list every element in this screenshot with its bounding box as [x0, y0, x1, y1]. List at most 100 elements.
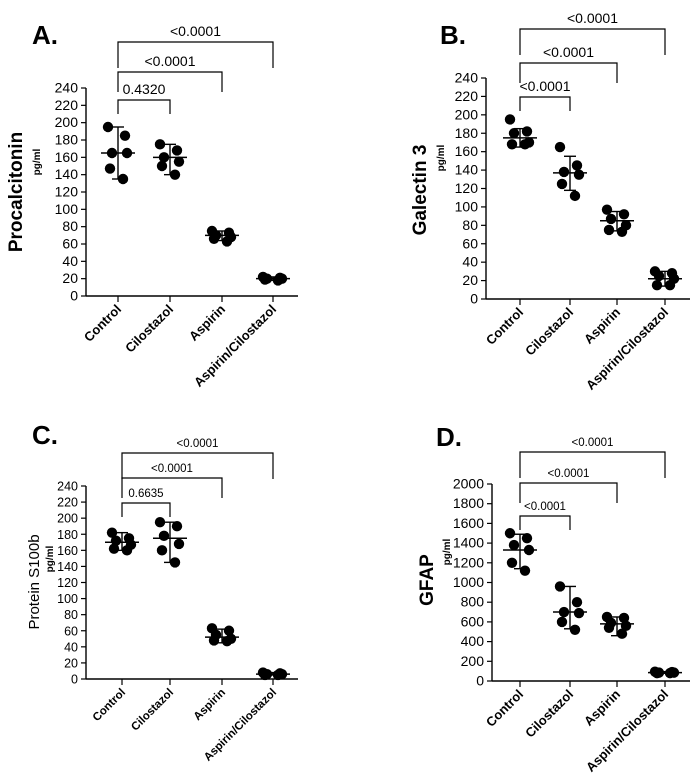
data-point: [154, 139, 166, 150]
data-point: [601, 204, 613, 215]
y-tick-label: 100: [455, 198, 479, 214]
data-point: [504, 114, 516, 125]
significance-bracket: [121, 477, 223, 498]
data-point: [102, 121, 114, 133]
x-tick-label: Aspirin: [192, 687, 229, 724]
data-point: [664, 279, 676, 291]
y-axis-title: Protein S100b: [26, 534, 43, 629]
significance-bracket: [519, 515, 571, 530]
y-tick-label: 1400: [453, 535, 484, 551]
data-point: [171, 145, 183, 156]
y-tick-label: 60: [64, 624, 78, 638]
y-axis-unit: pg/ml: [32, 148, 43, 175]
x-tick-label: Aspirin/Cilostazol: [583, 305, 671, 393]
data-point: [259, 274, 271, 285]
significance-bracket: [519, 62, 618, 83]
y-tick-label: 400: [461, 633, 485, 649]
y-tick-label: 120: [455, 180, 479, 196]
x-tick-label: Cilostazol: [122, 302, 176, 356]
data-point: [169, 169, 181, 180]
y-tick-label: 600: [461, 613, 485, 629]
y-tick-label: 40: [462, 254, 478, 270]
data-point: [569, 190, 581, 202]
y-tick-label: 160: [455, 143, 479, 159]
y-tick-label: 220: [57, 496, 78, 510]
data-point: [519, 139, 531, 150]
panel-label: A.: [32, 20, 58, 50]
data-point: [603, 622, 615, 634]
y-tick-label: 120: [57, 576, 78, 590]
data-point: [106, 527, 118, 538]
x-tick-label: Control: [91, 687, 128, 724]
data-point: [521, 532, 533, 544]
data-point: [156, 160, 168, 172]
y-tick-label: 80: [64, 608, 78, 622]
y-tick-label: 240: [455, 70, 479, 86]
y-tick-label: 0: [470, 291, 478, 307]
data-point: [154, 516, 166, 528]
data-point: [651, 279, 663, 291]
data-point: [506, 557, 518, 568]
data-point: [571, 160, 583, 171]
data-point: [618, 209, 630, 220]
p-value-label: <0.0001: [151, 463, 193, 475]
significance-bracket: [117, 71, 223, 92]
y-tick-label: 1800: [453, 495, 484, 511]
p-value-label: <0.0001: [543, 44, 594, 60]
data-point: [508, 539, 520, 551]
x-tick-label: Aspirin: [186, 301, 228, 343]
x-tick-label: Control: [81, 302, 124, 345]
y-tick-label: 140: [455, 162, 479, 178]
y-tick-label: 1600: [453, 515, 484, 531]
panel-label: C.: [32, 420, 58, 450]
y-tick-label: 180: [455, 125, 479, 141]
y-tick-label: 180: [57, 528, 78, 542]
y-tick-label: 0: [476, 673, 484, 689]
data-point: [554, 141, 566, 153]
data-point: [506, 139, 518, 150]
panel-c: C. Protein S100b pg/ml 0 20 40 60 80 100 120 140 16…: [26, 420, 298, 764]
data-point: [616, 226, 628, 237]
data-point: [221, 236, 233, 247]
y-tick-label: 0: [70, 288, 78, 304]
y-tick-label: 140: [55, 166, 79, 182]
y-tick-label: 40: [64, 640, 78, 654]
p-value-label: <0.0001: [170, 23, 221, 39]
y-axis-title: GFAP: [417, 554, 438, 606]
data-point: [573, 607, 585, 619]
significance-bracket: [519, 96, 571, 111]
panel-d: D. GFAP pg/ml 0 200 400 600 800 1000 1200 1400 1600…: [417, 422, 690, 775]
data-point: [573, 169, 585, 180]
y-tick-label: 80: [62, 218, 78, 234]
panel-b: B. Galectin 3 pg/ml 0 20 40 60 80 100 120 140 160 18…: [410, 10, 690, 393]
data-point: [173, 156, 185, 167]
y-tick-label: 220: [455, 88, 479, 104]
data-point: [108, 543, 120, 554]
y-axis-title: Galectin 3: [410, 145, 431, 236]
y-tick-label: 20: [462, 272, 478, 288]
data-point: [616, 628, 628, 639]
x-tick-label: Cilostazol: [522, 305, 576, 359]
data-point: [603, 224, 615, 236]
data-point: [272, 669, 284, 681]
data-point: [556, 616, 568, 628]
significance-bracket: [519, 482, 618, 503]
y-tick-label: 200: [55, 114, 79, 130]
p-value-label: <0.0001: [524, 501, 566, 513]
p-value-label: 0.4320: [123, 81, 166, 97]
x-tick-label: Aspirin: [581, 686, 623, 728]
data-point: [158, 530, 170, 542]
y-tick-label: 1200: [453, 554, 484, 570]
data-point: [556, 178, 568, 190]
y-tick-label: 80: [462, 217, 478, 233]
data-point: [653, 270, 665, 282]
y-axis-unit: pg/ml: [442, 538, 453, 565]
data-point: [171, 521, 183, 532]
data-point: [504, 528, 516, 539]
x-tick-label: Control: [483, 687, 526, 730]
data-point: [259, 669, 271, 681]
x-tick-label: Control: [483, 305, 526, 348]
y-tick-label: 240: [57, 480, 78, 494]
